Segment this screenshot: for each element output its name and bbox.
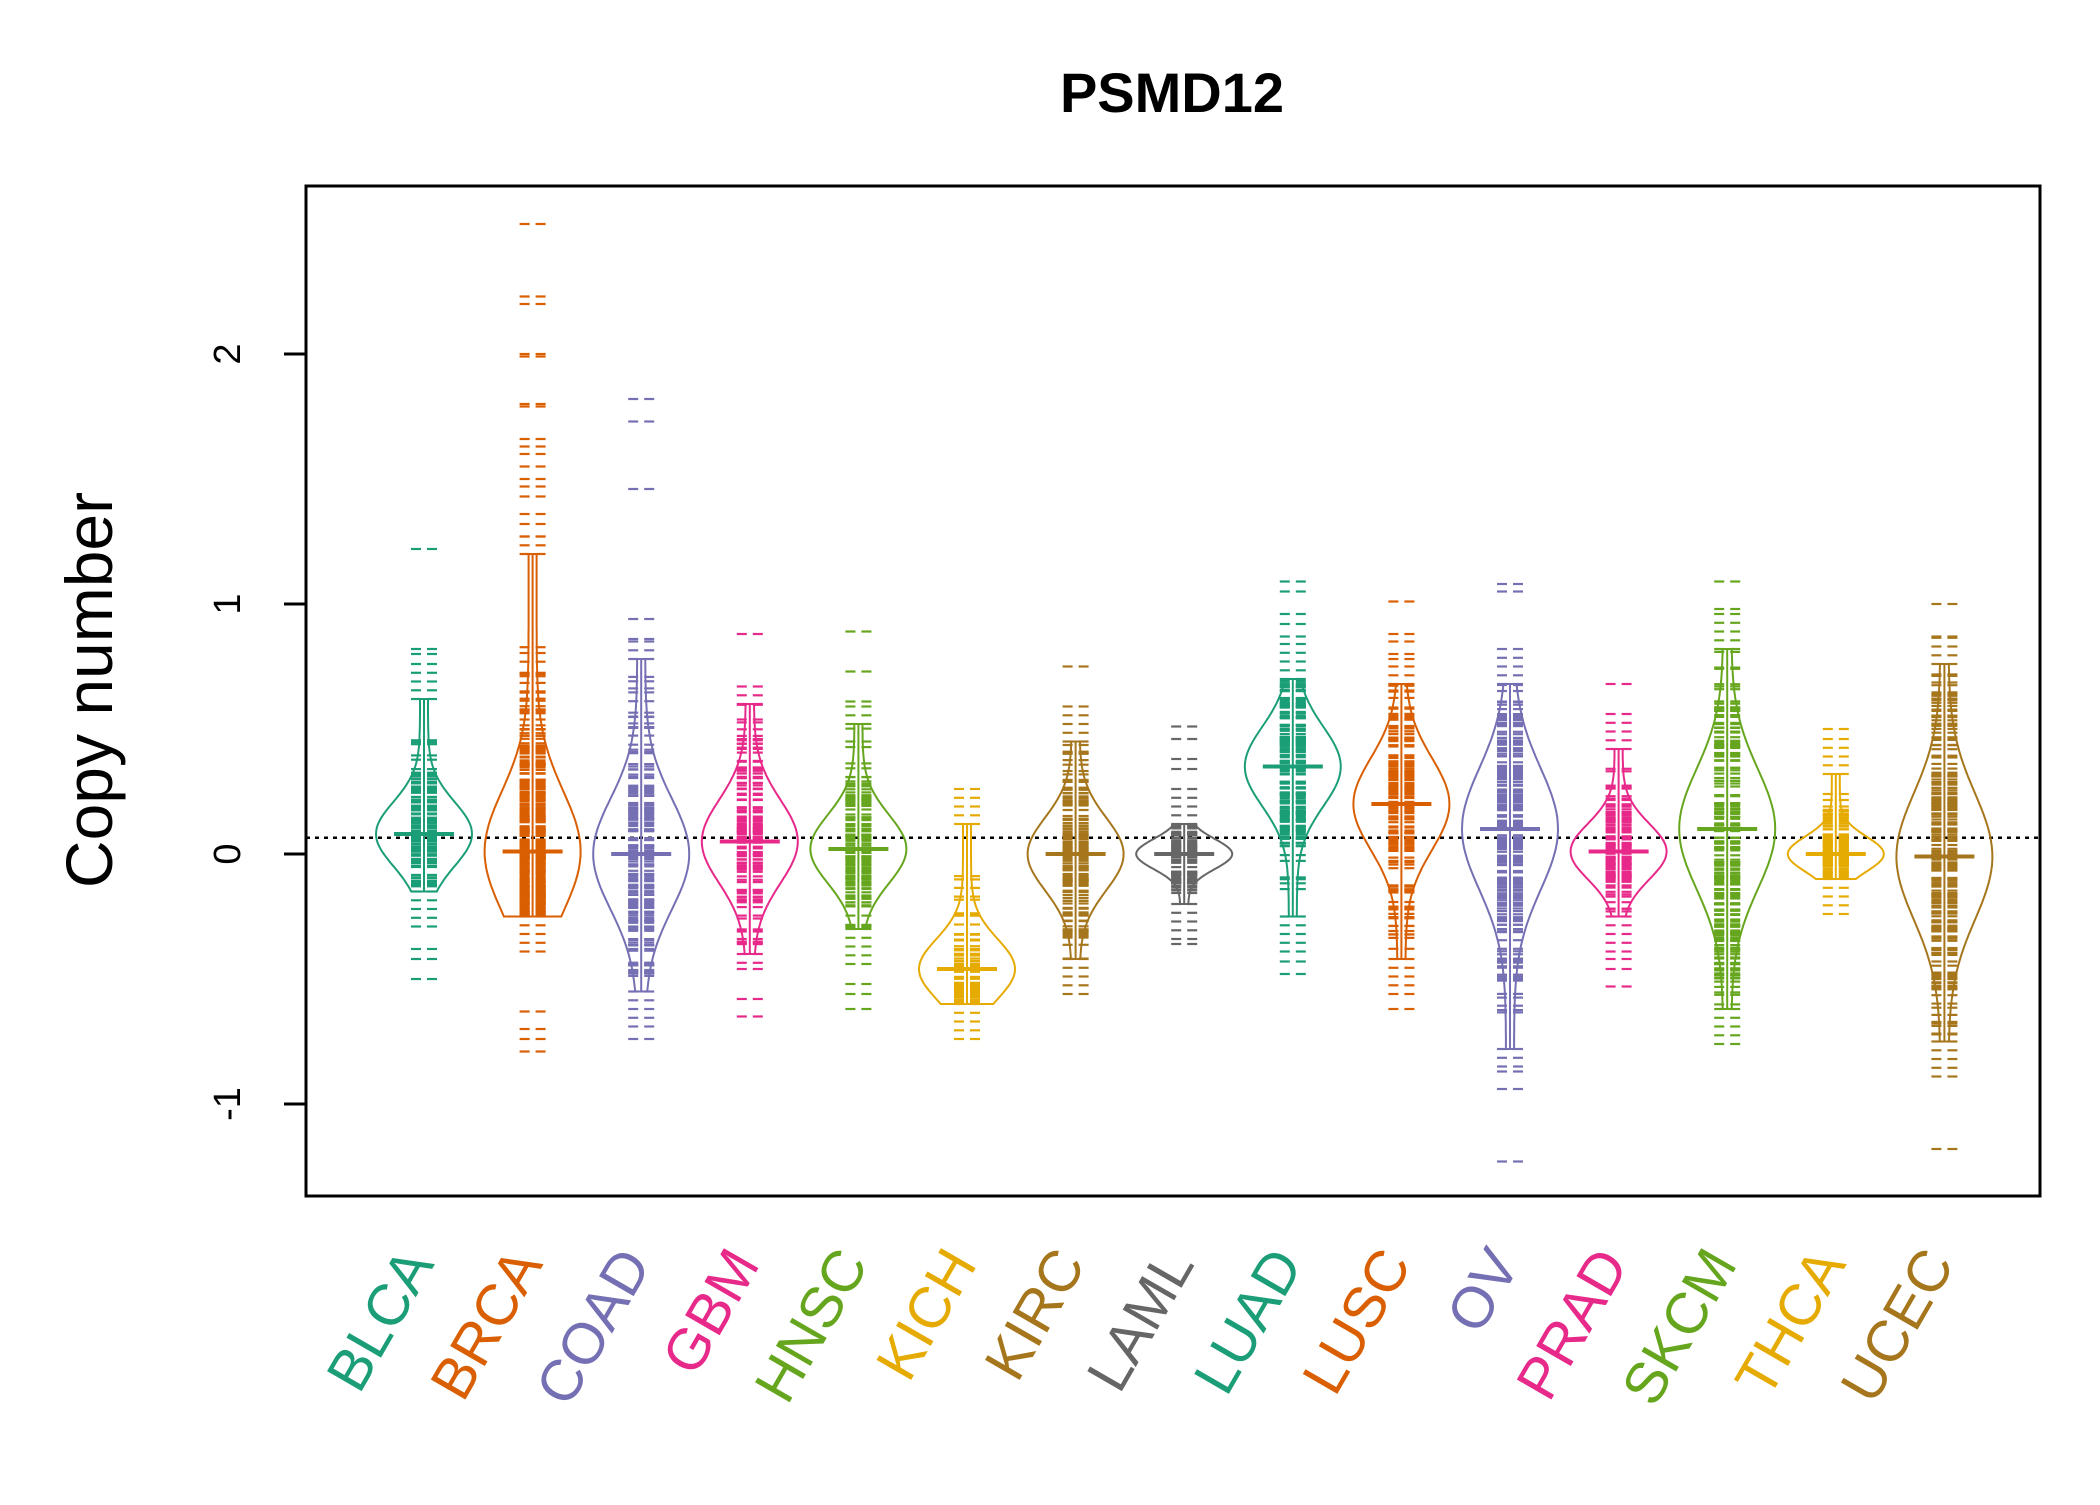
x-tick-label-kich: KICH bbox=[864, 1238, 990, 1391]
chart-title: PSMD12 bbox=[1060, 61, 1284, 124]
bean-brca bbox=[483, 222, 582, 1053]
bean-skcm bbox=[1678, 580, 1777, 1046]
x-tick-label-ucec: UCEC bbox=[1828, 1238, 1966, 1413]
bean-laml bbox=[1135, 725, 1234, 946]
bean-blca bbox=[374, 547, 474, 981]
y-axis: -1 0 1 2 bbox=[207, 343, 306, 1121]
x-tick-label-ov: OV bbox=[1434, 1238, 1532, 1343]
y-tick-label: 2 bbox=[207, 343, 249, 364]
bean-lusc bbox=[1352, 600, 1451, 1011]
x-tick-label-hnsc: HNSC bbox=[742, 1238, 880, 1413]
bean-gbm bbox=[700, 632, 799, 1018]
bean-prad bbox=[1569, 682, 1668, 988]
y-tick-label: 1 bbox=[207, 593, 249, 614]
plot-area bbox=[306, 222, 2040, 1163]
plot-frame bbox=[304, 184, 2042, 1198]
x-tick-label-luad: LUAD bbox=[1181, 1238, 1315, 1404]
bean-ucec bbox=[1895, 602, 1994, 1151]
x-tick-label-laml: LAML bbox=[1074, 1238, 1206, 1402]
bean-kich bbox=[917, 787, 1017, 1041]
bean-hnsc bbox=[809, 630, 908, 1011]
bean-luad bbox=[1243, 580, 1342, 976]
x-tick-label-lusc: LUSC bbox=[1290, 1238, 1424, 1404]
bean-ov bbox=[1460, 582, 1560, 1163]
y-tick-label: 0 bbox=[207, 843, 249, 864]
bean-thca bbox=[1786, 727, 1885, 916]
y-tick-label: -1 bbox=[207, 1087, 249, 1121]
bean-kirc bbox=[1026, 665, 1125, 996]
bean-coad bbox=[592, 397, 691, 1041]
y-axis-label: Copy number bbox=[52, 492, 126, 888]
